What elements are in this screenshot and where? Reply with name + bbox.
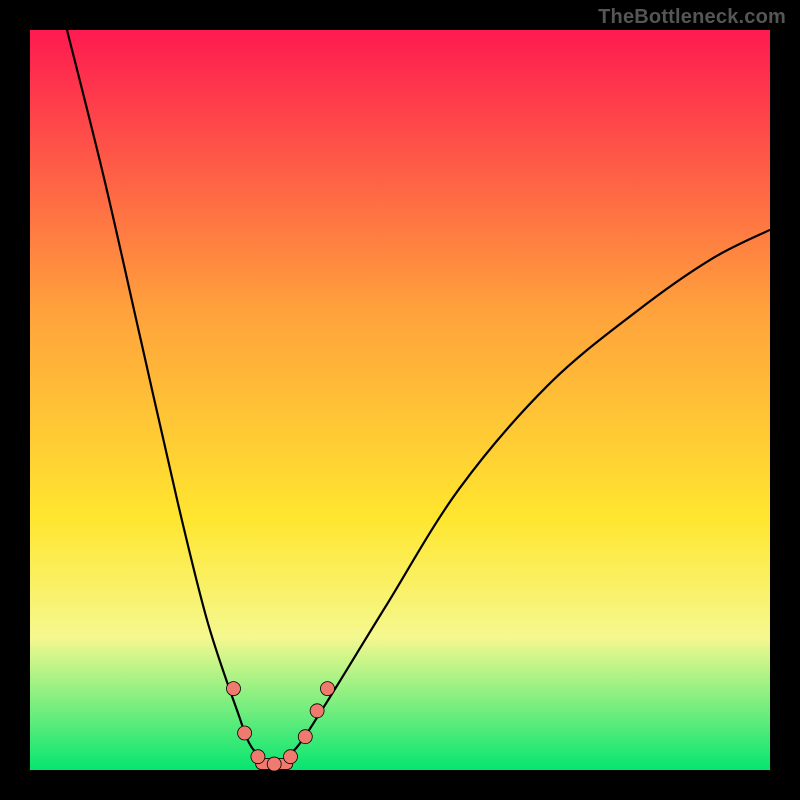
data-marker <box>251 750 265 764</box>
data-marker <box>267 757 281 771</box>
data-marker <box>298 730 312 744</box>
data-marker <box>320 682 334 696</box>
watermark-label: TheBottleneck.com <box>598 6 786 29</box>
chart-canvas: TheBottleneck.com <box>0 0 800 800</box>
plot-background <box>30 30 770 770</box>
data-marker <box>283 750 297 764</box>
data-marker <box>238 726 252 740</box>
bottleneck-curve-chart <box>0 0 800 800</box>
data-marker <box>310 704 324 718</box>
data-marker <box>227 682 241 696</box>
